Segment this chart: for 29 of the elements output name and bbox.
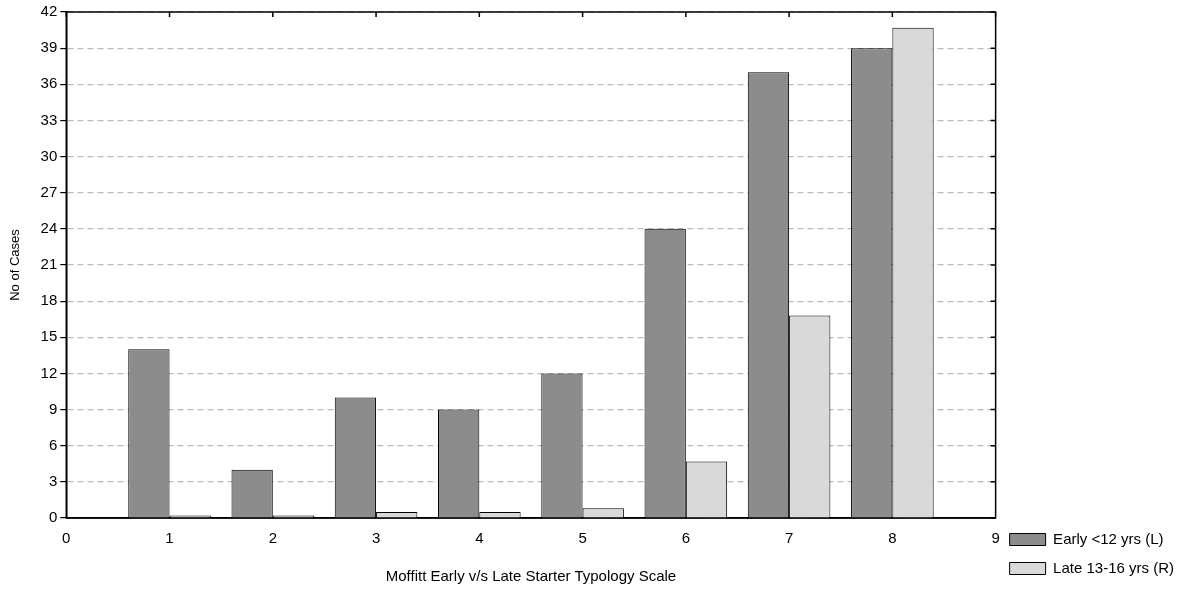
legend-label: Early <12 yrs (L) xyxy=(1053,529,1164,547)
y-axis-title: No of Cases xyxy=(7,228,23,301)
x-axis-title: Moffitt Early v/s Late Starter Typology Scale xyxy=(385,567,677,585)
y-tick-label: 3 xyxy=(48,472,58,489)
x-tick-label: 7 xyxy=(784,529,794,547)
legend-label: Late 13-16 yrs (R) xyxy=(1053,558,1175,576)
y-tick-label: 42 xyxy=(40,2,58,20)
y-tick-label: 6 xyxy=(48,435,58,453)
y-tick-label: 21 xyxy=(40,255,58,273)
y-tick-label: 33 xyxy=(40,110,58,128)
x-tick-label: 5 xyxy=(578,529,587,547)
y-tick-label: 0 xyxy=(48,508,58,526)
x-tick-label: 4 xyxy=(475,529,484,547)
x-tick-label: 8 xyxy=(888,529,897,547)
y-tick-label: 9 xyxy=(48,399,58,417)
x-tick-label: 0 xyxy=(62,529,71,547)
y-tick-label: 12 xyxy=(40,363,58,381)
x-tick-label: 1 xyxy=(165,529,174,547)
y-tick-label: 36 xyxy=(40,74,58,92)
y-tick-label: 18 xyxy=(40,291,58,309)
y-tick-label: 24 xyxy=(40,219,58,236)
x-tick-label: 3 xyxy=(371,529,381,547)
y-tick-label: 39 xyxy=(40,38,58,56)
y-tick-label: 27 xyxy=(40,182,58,200)
y-tick-label: 30 xyxy=(40,146,58,164)
y-tick-label: 15 xyxy=(40,327,58,345)
x-tick-label: 2 xyxy=(268,529,277,547)
x-tick-label: 6 xyxy=(681,529,691,547)
x-tick-label: 9 xyxy=(991,529,1000,547)
